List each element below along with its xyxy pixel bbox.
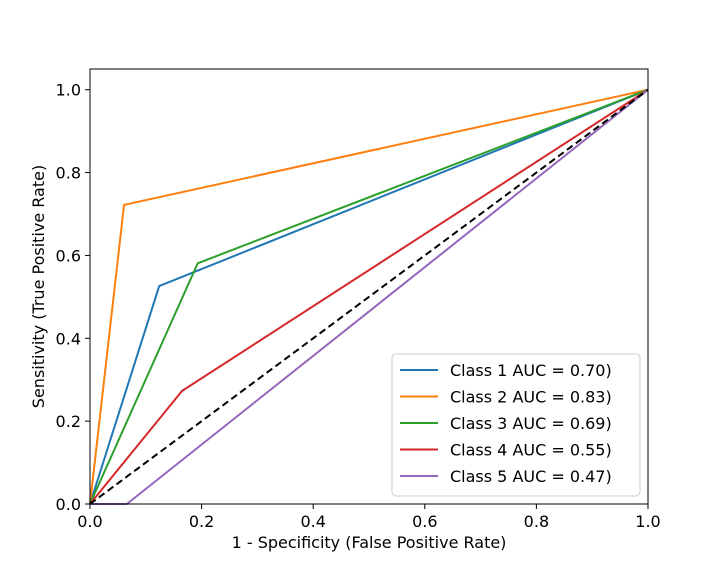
- legend-label-class-3: Class 3 AUC = 0.69): [450, 414, 612, 433]
- x-tick-label: 0.4: [300, 512, 325, 531]
- legend-label-class-4: Class 4 AUC = 0.55): [450, 441, 612, 460]
- series-line-class-3: [89, 88, 649, 505]
- y-tick-label: 0.0: [56, 495, 81, 514]
- legend-box: [391, 353, 641, 497]
- y-tick-label: 0.2: [56, 412, 81, 431]
- y-tick-label: 0.8: [56, 164, 81, 183]
- series-line-class-2: [89, 88, 649, 505]
- series-line-class-1: [89, 88, 649, 505]
- plot-frame: [89, 68, 649, 505]
- legend-label-class-5: Class 5 AUC = 0.47): [450, 467, 612, 486]
- x-tick-label: 1.0: [635, 512, 660, 531]
- y-tick-label: 0.4: [56, 329, 81, 348]
- legend-label-class-1: Class 1 AUC = 0.70): [450, 361, 612, 380]
- y-tick-label: 0.6: [56, 246, 81, 265]
- ticks-layer: 0.0 0.2 0.4 0.6 0.8 1.0 0.0 0.2 0.4 0.6 0.8 1.0: [56, 81, 661, 531]
- chance-reference-line: [89, 88, 649, 505]
- legend-label-class-2: Class 2 AUC = 0.83): [450, 388, 612, 407]
- x-tick-label: 0.8: [524, 512, 549, 531]
- x-tick-label: 0.6: [412, 512, 437, 531]
- legend: Class 1 AUC = 0.70) Class 2 AUC = 0.83) Cl…: [391, 353, 641, 497]
- y-tick-label: 1.0: [56, 81, 81, 100]
- x-axis-label: 1 - Specificity (False Positive Rate): [232, 533, 507, 552]
- y-axis-label: Sensitivity (True Positive Rate): [29, 165, 48, 408]
- x-tick-label: 0.2: [189, 512, 214, 531]
- series-line-class-4: [89, 88, 649, 505]
- x-tick-label: 0.0: [77, 512, 102, 531]
